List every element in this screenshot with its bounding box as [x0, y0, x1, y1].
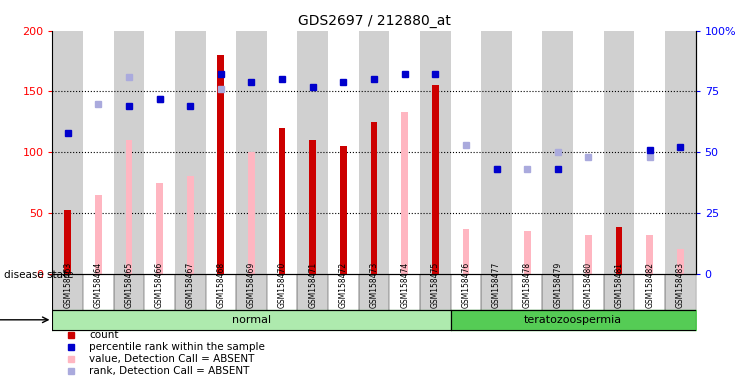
Text: GSM158478: GSM158478: [523, 262, 532, 308]
Text: GSM158472: GSM158472: [339, 262, 348, 308]
Text: GSM158479: GSM158479: [554, 262, 562, 308]
Text: GSM158468: GSM158468: [216, 262, 225, 308]
Text: GSM158481: GSM158481: [615, 262, 624, 308]
Bar: [616, 227, 622, 273]
Bar: [646, 235, 653, 273]
Text: GSM158474: GSM158474: [400, 262, 409, 308]
Text: teratozoospermia: teratozoospermia: [524, 315, 622, 325]
Text: GSM158465: GSM158465: [124, 262, 133, 308]
Bar: [450, 31, 481, 273]
Bar: [677, 249, 684, 273]
Bar: [114, 31, 144, 273]
Text: GSM158469: GSM158469: [247, 262, 256, 308]
Bar: [401, 112, 408, 273]
Bar: [389, 31, 420, 273]
Bar: [206, 31, 236, 273]
Bar: [156, 182, 163, 273]
Bar: [95, 195, 102, 273]
Bar: [187, 176, 194, 273]
Bar: [328, 31, 359, 273]
Bar: [481, 31, 512, 273]
Text: GSM158476: GSM158476: [462, 262, 470, 308]
Text: GSM158464: GSM158464: [94, 262, 102, 308]
Bar: [218, 55, 224, 273]
Bar: [359, 31, 389, 273]
Text: GSM158482: GSM158482: [646, 262, 654, 308]
Text: count: count: [89, 330, 119, 340]
Bar: [83, 31, 114, 273]
Bar: [665, 31, 696, 273]
Bar: [144, 31, 175, 273]
Text: GSM158473: GSM158473: [370, 262, 378, 308]
Text: GSM158463: GSM158463: [63, 262, 72, 308]
Text: GSM158480: GSM158480: [584, 262, 593, 308]
Bar: [248, 152, 255, 273]
Bar: [279, 128, 286, 273]
Bar: [340, 146, 347, 273]
Text: GSM158466: GSM158466: [155, 262, 164, 308]
Text: rank, Detection Call = ABSENT: rank, Detection Call = ABSENT: [89, 366, 250, 376]
Text: GSM158467: GSM158467: [186, 262, 194, 308]
Text: GSM158477: GSM158477: [492, 262, 501, 308]
Bar: [524, 231, 530, 273]
Text: GSM158470: GSM158470: [278, 262, 286, 308]
Bar: [175, 31, 206, 273]
Bar: [542, 31, 573, 273]
Bar: [573, 31, 604, 273]
Bar: [432, 85, 438, 273]
Text: value, Detection Call = ABSENT: value, Detection Call = ABSENT: [89, 354, 254, 364]
Text: GSM158483: GSM158483: [676, 262, 685, 308]
Bar: [420, 31, 450, 273]
Bar: [126, 140, 132, 273]
Bar: [462, 228, 469, 273]
Bar: [604, 31, 634, 273]
Bar: [512, 31, 542, 273]
Bar: [298, 31, 328, 273]
Bar: [236, 31, 267, 273]
Text: GSM158475: GSM158475: [431, 262, 440, 308]
Bar: [267, 31, 298, 273]
Bar: [370, 122, 378, 273]
Title: GDS2697 / 212880_at: GDS2697 / 212880_at: [298, 14, 450, 28]
Text: percentile rank within the sample: percentile rank within the sample: [89, 342, 265, 352]
Bar: [585, 235, 592, 273]
Bar: [64, 210, 71, 273]
Bar: [634, 31, 665, 273]
Bar: [52, 31, 83, 273]
Text: GSM158471: GSM158471: [308, 262, 317, 308]
Bar: [310, 140, 316, 273]
Text: normal: normal: [232, 315, 271, 325]
Text: disease state: disease state: [4, 270, 73, 280]
